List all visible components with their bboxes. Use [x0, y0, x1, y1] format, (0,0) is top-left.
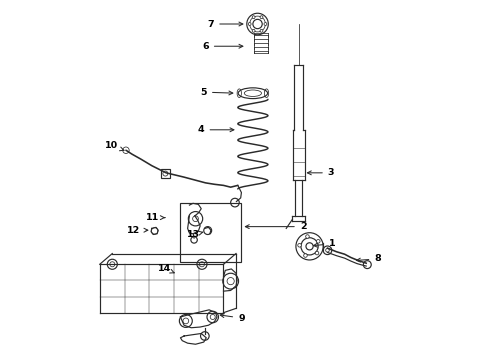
Text: 5: 5 [200, 87, 233, 96]
Text: 8: 8 [357, 255, 381, 264]
Circle shape [264, 23, 267, 26]
Text: 7: 7 [208, 19, 243, 28]
Circle shape [252, 16, 255, 19]
Circle shape [260, 16, 263, 19]
Text: 14: 14 [158, 264, 174, 273]
Text: 13: 13 [186, 230, 203, 239]
Text: 9: 9 [220, 314, 245, 323]
Text: 10: 10 [105, 141, 124, 151]
Text: 11: 11 [146, 213, 165, 222]
Text: 4: 4 [198, 125, 234, 134]
Bar [180, 203, 242, 262]
Text: 3: 3 [307, 168, 334, 177]
Circle shape [252, 30, 255, 32]
Circle shape [317, 239, 320, 243]
Circle shape [248, 23, 251, 26]
Text: 12: 12 [127, 226, 148, 235]
Circle shape [260, 30, 263, 32]
Text: 6: 6 [202, 42, 243, 51]
Circle shape [306, 235, 309, 238]
Circle shape [315, 251, 319, 255]
Circle shape [298, 243, 301, 247]
Text: 1: 1 [314, 239, 335, 248]
Circle shape [304, 254, 307, 257]
Bar [161, 169, 170, 178]
Text: 2: 2 [245, 222, 306, 231]
